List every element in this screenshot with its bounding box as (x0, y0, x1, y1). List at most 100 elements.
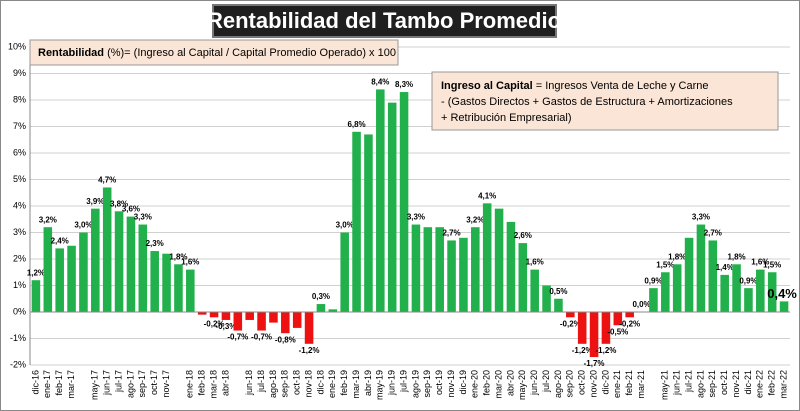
value-label: -1,2% (299, 346, 320, 355)
x-tick-label: ago-19 (410, 370, 420, 398)
value-label: -0,7% (227, 333, 248, 342)
plot-area: -2% -1% 0% 1% 2% 3% 4% 5% 6% 7% 8% 9% 10% dic-16 1,2% e… (8, 41, 797, 400)
value-label: 3,6% (122, 205, 140, 214)
value-label: -0,3% (215, 322, 236, 331)
bar (364, 134, 373, 312)
bar (376, 89, 385, 313)
x-tick-label: jul-20 (541, 370, 551, 393)
x-tick-label: jun-20 (529, 370, 539, 396)
x-tick-label: dic-21 (743, 370, 753, 395)
bar (102, 187, 112, 312)
bar (506, 221, 516, 312)
value-label: 8,3% (395, 80, 413, 89)
value-label: 3,3% (134, 213, 152, 222)
bar (43, 227, 53, 312)
value-label: -0,2% (560, 319, 581, 328)
bar (162, 253, 171, 312)
x-tick-label: may-19 (375, 370, 385, 400)
bar (209, 312, 219, 318)
x-tick-label: sep-20 (565, 370, 575, 398)
bar (471, 227, 480, 312)
value-label: 4,1% (478, 191, 496, 200)
x-tick-label: sep-21 (707, 370, 717, 398)
bar (292, 312, 302, 328)
bar (221, 312, 231, 320)
value-label: -1,2% (572, 346, 593, 355)
value-label: 3,0% (336, 221, 354, 230)
x-tick-label: ago-17 (125, 370, 135, 398)
definition-line: Ingreso al Capital = Ingresos Venta de L… (441, 80, 709, 92)
bar (352, 131, 361, 312)
x-tick-label: jul-19 (398, 370, 408, 393)
x-tick-label: dic-19 (458, 370, 468, 395)
bar (138, 224, 148, 312)
bar (708, 240, 718, 312)
x-tick-label: dic-18 (315, 370, 325, 395)
x-tick-label: feb-17 (54, 370, 64, 396)
title-box (212, 4, 557, 38)
value-label: 4,7% (98, 176, 116, 185)
value-label: 3,3% (407, 213, 425, 222)
x-tick-label: feb-20 (482, 370, 492, 396)
bar (459, 237, 468, 312)
bar (672, 264, 682, 312)
bar (661, 272, 670, 312)
x-tick-label: abr-19 (363, 370, 373, 396)
bar (31, 280, 41, 312)
bar (756, 269, 765, 312)
value-label: 0,0% (632, 300, 650, 309)
value-label: 0,9% (644, 276, 662, 285)
bar (779, 301, 789, 312)
value-label: 3,8% (110, 199, 128, 208)
value-label: 1,5% (656, 260, 674, 269)
bar (269, 312, 278, 323)
value-label: 1,6% (526, 258, 544, 267)
value-label: 3,9% (86, 197, 104, 206)
value-label: 1,8% (727, 252, 745, 261)
value-label: -1,2% (595, 346, 616, 355)
formula-box (29, 39, 399, 66)
value-label: 1,6% (751, 258, 769, 267)
x-tick-label: mar-22 (778, 370, 788, 399)
value-label: 2,7% (442, 229, 460, 238)
x-tick-label: ago-20 (553, 370, 563, 398)
bar (518, 243, 528, 312)
y-tick-label: 0% (13, 306, 26, 316)
bar (55, 248, 64, 312)
y-tick-label: 1% (13, 280, 26, 290)
value-label: -0,2% (619, 319, 640, 328)
x-tick-label: may-20 (517, 370, 527, 400)
value-label: -0,2% (204, 319, 225, 328)
value-label: -0,5% (607, 327, 628, 336)
bar (494, 208, 504, 312)
x-tick-label: mar-17 (66, 370, 76, 399)
x-tick-label: jul-18 (256, 370, 266, 393)
definition-text: = Ingresos Venta de Leche y Carne (533, 80, 709, 92)
x-tick-label: may-17 (90, 370, 100, 400)
bar (387, 102, 397, 313)
x-tick-label: mar-18 (208, 370, 218, 399)
x-tick-label: nov-17 (161, 370, 171, 398)
bar (245, 312, 254, 320)
y-tick-label: 9% (13, 68, 26, 78)
y-tick-label: 7% (13, 121, 26, 131)
bar (566, 312, 575, 318)
y-tick-label: 4% (13, 200, 26, 210)
y-tick-label: -2% (10, 359, 26, 369)
x-tick-label: mar-20 (493, 370, 503, 399)
x-tick-label: ene-19 (327, 370, 337, 398)
x-tick-label: abr-18 (220, 370, 230, 396)
x-tick-label: dic-16 (30, 370, 40, 395)
x-tick-label: sep-19 (422, 370, 432, 398)
bar (411, 224, 421, 312)
x-tick-label: ene-18 (185, 370, 195, 398)
bar (447, 240, 456, 312)
value-label: 0,4% (767, 286, 797, 301)
x-tick-label: oct-20 (577, 370, 587, 395)
y-tick-label: 3% (13, 227, 26, 237)
x-tick-label: ene-17 (42, 370, 52, 398)
x-tick-label: feb-22 (767, 370, 777, 396)
value-label: 0,3% (312, 292, 330, 301)
bar (732, 264, 741, 312)
